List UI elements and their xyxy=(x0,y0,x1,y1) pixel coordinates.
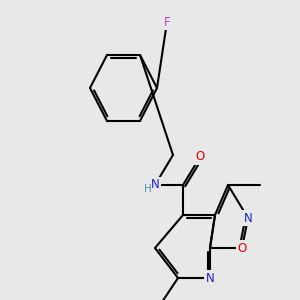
Text: N: N xyxy=(206,272,214,284)
Text: O: O xyxy=(195,151,205,164)
Text: N: N xyxy=(244,212,252,224)
Text: H: H xyxy=(144,184,152,194)
Text: F: F xyxy=(164,16,170,28)
Text: N: N xyxy=(151,178,159,191)
Text: O: O xyxy=(237,242,247,254)
